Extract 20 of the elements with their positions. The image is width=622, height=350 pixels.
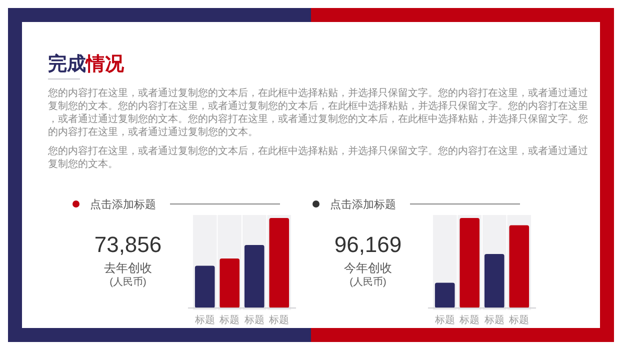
chart-title: 点击添加标题 <box>90 198 156 211</box>
text: 73,856 <box>94 232 162 257</box>
text: (人民币) <box>110 276 146 288</box>
x-tick-label: 标题 <box>458 314 480 326</box>
text: 96,169 <box>334 232 402 257</box>
bar <box>434 282 455 308</box>
x-tick-label: 标题 <box>243 314 264 326</box>
x-tick-label: 标题 <box>483 314 504 326</box>
text: (人民币) <box>350 276 386 288</box>
text: 完成情况 <box>48 53 125 75</box>
x-tick-label: 标题 <box>268 314 290 326</box>
x-tick-label: 标题 <box>194 314 215 326</box>
chart-title: 点击添加标题 <box>330 198 396 211</box>
x-tick-label: 标题 <box>218 314 240 326</box>
text: 今年创收 <box>344 261 392 275</box>
text: 您的内容打在这里，或者通过复制您的文本后，在此框中选择粘贴，并选择只保留文字。您的内容打在这里，或者通过通过复制您的文本。您的内容打在这里，或者通过复制您的文本后，在此框中选择粘贴，并选择只保留文字。您的内容打在这里，或者通过通过复制您的文本。您的内容打在这里，或者通过复制您的文本后，在此框中选择粘贴，并选择只保留文字。您的内容打在这里，或者通过通过复制您的文本。 <box>47 87 588 138</box>
x-tick-label: 标题 <box>508 314 530 326</box>
x-tick-label: 标题 <box>434 314 455 326</box>
text: 您的内容打在这里，或者通过复制您的文本后，在此框中选择粘贴，并选择只保留文字。您的内容打在这里，或者通过通过复制您的文本。 <box>47 145 588 170</box>
text: 去年创收 <box>104 261 152 275</box>
